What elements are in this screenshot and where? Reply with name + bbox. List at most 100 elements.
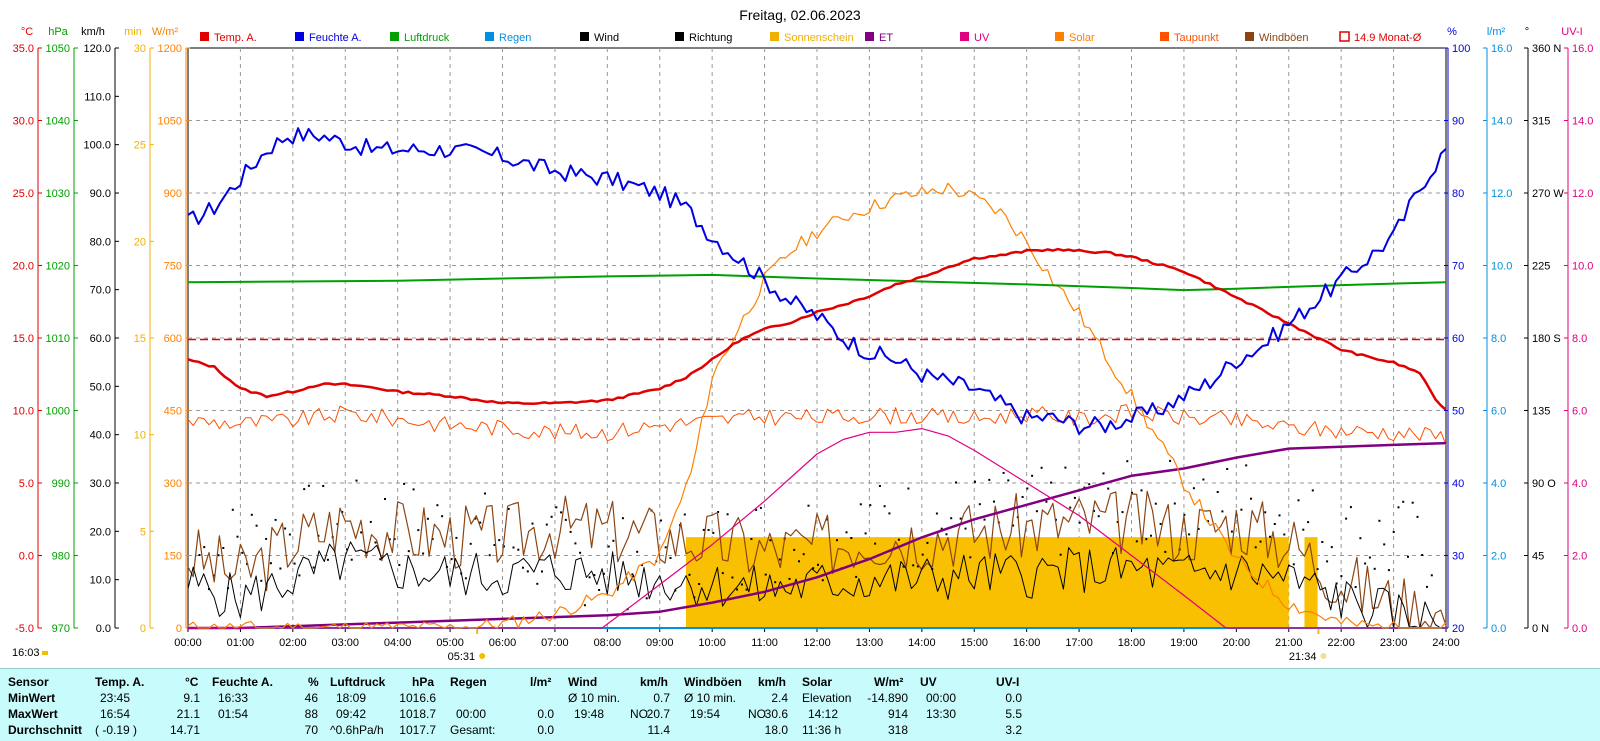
- row-label-min: MinWert: [8, 691, 56, 705]
- series-richtung-dot: [1164, 550, 1167, 553]
- axis-label-wm2: 450: [164, 406, 182, 418]
- axis-label-kmh: 40.0: [90, 430, 111, 442]
- axis-label-uvi: 10.0: [1572, 261, 1593, 273]
- legend-label: Feuchte A.: [309, 32, 362, 44]
- x-tick-label: 01:00: [227, 637, 255, 649]
- series-richtung-dot: [1383, 543, 1386, 546]
- gust-max: 30.6: [764, 707, 788, 721]
- x-tick-label: 16:00: [1013, 637, 1041, 649]
- axis-label-wm2: 600: [164, 333, 182, 345]
- axis-label-deg: 135: [1532, 406, 1550, 418]
- gust-unit: km/h: [758, 675, 787, 689]
- uv-unit: UV-I: [996, 675, 1020, 689]
- x-tick-label: 05:00: [436, 637, 464, 649]
- series-richtung-dot: [802, 553, 805, 556]
- axis-label-kmh: 30.0: [90, 478, 111, 490]
- series-richtung-dot: [493, 544, 496, 546]
- wind-max-time: 19:48: [574, 707, 605, 721]
- series-richtung-dot: [1140, 489, 1143, 492]
- axis-label-min: 5: [140, 526, 146, 538]
- axis-label-deg: 225: [1532, 261, 1550, 273]
- series-richtung-dot: [1183, 513, 1186, 516]
- axis-label-deg: 45: [1532, 551, 1544, 563]
- series-richtung-dot: [721, 572, 724, 575]
- series-richtung-dot: [859, 503, 862, 506]
- axis-label-min: 10: [134, 430, 146, 442]
- series-richtung-dot: [583, 604, 586, 607]
- series-richtung-dot: [1292, 563, 1295, 566]
- rain-header: Regen: [450, 675, 487, 689]
- series-richtung-dot: [712, 531, 715, 534]
- series-richtung-dot: [1131, 491, 1133, 494]
- series-richtung-dot: [778, 558, 781, 561]
- axis-label-pct: 50: [1452, 406, 1464, 418]
- series-richtung-dot: [1245, 464, 1248, 467]
- series-richtung-dot: [312, 566, 315, 569]
- series-richtung-dot: [231, 508, 234, 511]
- series-richtung-dot: [631, 573, 634, 576]
- series-windböen: [187, 490, 1447, 629]
- axis-label-hpa: 1050: [46, 43, 70, 55]
- axis-label-hpa: 1010: [46, 333, 70, 345]
- gust-max-dir: NO: [748, 707, 766, 721]
- series-richtung-dot: [1426, 585, 1428, 588]
- series-richtung-dot: [260, 579, 263, 582]
- series-richtung-dot: [1297, 499, 1300, 502]
- weather-chart: Freitag, 02.06.2023 Temp. A. Feuchte A. Luf…: [12, 7, 1593, 663]
- series-richtung-dot: [560, 511, 563, 514]
- axis-label-uvi: 8.0: [1572, 333, 1587, 345]
- series-richtung-dot: [755, 508, 758, 511]
- series-richtung-dot: [1307, 521, 1310, 524]
- axis-label-temp: 35.0: [13, 43, 34, 55]
- series-richtung-dot: [1002, 471, 1005, 474]
- series-richtung-dot: [1316, 568, 1319, 571]
- series-richtung-dot: [450, 558, 453, 561]
- series-richtung-dot: [1407, 555, 1409, 558]
- legend-swatch: [1339, 31, 1350, 42]
- axis-header-kmh: km/h: [81, 26, 105, 38]
- axis-label-pct: 30: [1452, 551, 1464, 563]
- press-max: 1018.7: [399, 707, 436, 721]
- series-richtung-dot: [507, 507, 510, 510]
- series-richtung-dot: [1012, 524, 1015, 527]
- series-richtung-dot: [888, 512, 891, 515]
- axis-label-hpa: 970: [52, 623, 70, 635]
- series-richtung-dot: [688, 573, 691, 576]
- summary-table: Sensor MinWert MaxWert Durchschnitt Temp…: [0, 668, 1600, 741]
- series-richtung-dot: [726, 513, 729, 516]
- axis-label-kmh: 0.0: [96, 623, 111, 635]
- axis-label-pct: 40: [1452, 478, 1464, 490]
- hum-min: 46: [304, 691, 318, 705]
- series-richtung-dot: [208, 588, 210, 591]
- series-richtung-dot: [398, 564, 401, 566]
- axis-label-lm2: 8.0: [1491, 333, 1506, 345]
- uv-min-time: 00:00: [926, 691, 957, 705]
- series-richtung-dot: [1078, 521, 1081, 524]
- series-richtung-dot: [759, 506, 762, 509]
- axis-label-wm2: 0: [176, 623, 182, 635]
- series-richtung-dot: [1202, 478, 1205, 481]
- temp-max-time: 16:54: [100, 707, 131, 721]
- legend-swatch: [295, 32, 304, 41]
- series-richtung-dot: [241, 551, 244, 554]
- series-richtung-dot: [469, 542, 472, 545]
- solar-avg-label: 11:36 h: [802, 723, 842, 737]
- legend-swatch: [1055, 32, 1064, 41]
- series-richtung-dot: [1097, 515, 1100, 518]
- series-richtung-dot: [1254, 546, 1257, 549]
- series-richtung-dot: [1349, 506, 1352, 509]
- series-richtung-dot: [935, 512, 938, 515]
- series-richtung-dot: [1378, 519, 1381, 522]
- axis-label-min: 25: [134, 140, 146, 152]
- axis-label-deg: 0 N: [1532, 623, 1549, 635]
- series-richtung-dot: [574, 542, 577, 545]
- axis-label-uvi: 4.0: [1572, 478, 1587, 490]
- series-richtung-dot: [1150, 534, 1152, 537]
- series-richtung-dot: [417, 529, 420, 532]
- axis-label-deg: 315: [1532, 116, 1550, 128]
- hum-max-time: 01:54: [218, 707, 249, 721]
- series-richtung-dot: [1302, 528, 1305, 531]
- series-richtung-dot: [269, 562, 272, 565]
- solar-max-time: 14:12: [808, 707, 839, 721]
- axis-label-lm2: 12.0: [1491, 188, 1512, 200]
